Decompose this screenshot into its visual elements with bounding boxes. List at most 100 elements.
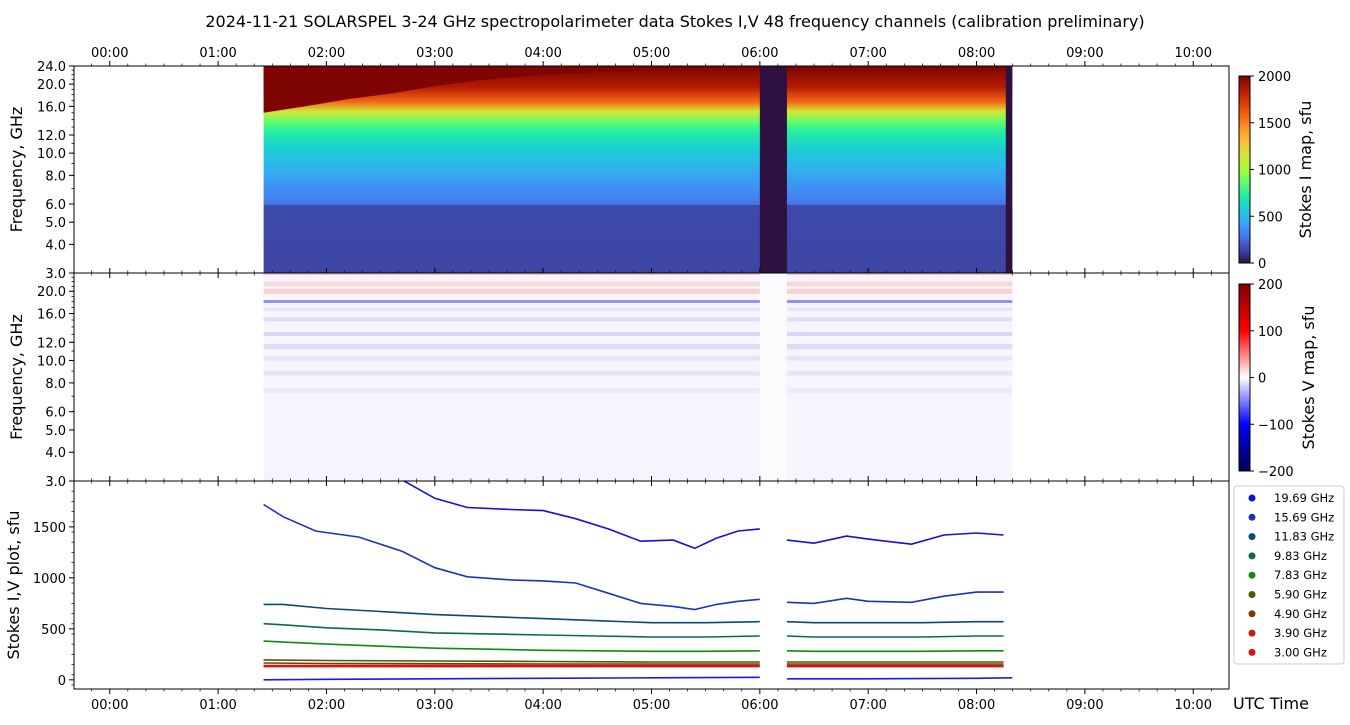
y-tick-label: 16.0	[37, 100, 66, 115]
series-line	[263, 659, 760, 663]
stokes-i-colorbar-label: Stokes I map, sfu	[1296, 101, 1315, 239]
legend-box	[1233, 485, 1345, 665]
stokes-i-map-panel: 24.0 20.0 16.0 12.0 10.0 8.0 6.0 5.0 4.0 3.0 00:0…	[7, 46, 1230, 282]
series-line	[263, 640, 760, 653]
stokes-iv-y-axis-label: Stokes I,V plot, sfu	[4, 511, 23, 660]
x-tick-label: 02:00	[308, 698, 345, 713]
series-line	[786, 649, 1004, 653]
colorbar-tick-label: 1500	[1258, 117, 1291, 132]
legend-marker	[1248, 629, 1256, 637]
x-tick-label: 05:00	[633, 46, 670, 61]
series-line	[786, 635, 1004, 638]
stokes-v-band	[263, 317, 1013, 322]
x-tick-label: 07:00	[849, 46, 886, 61]
stokes-v-band	[263, 371, 1013, 376]
legend-label: 15.69 GHz	[1274, 510, 1334, 524]
stokes-v-map-panel: 20.0 16.0 12.0 10.0 8.0 6.0 5.0 4.0 3.0 Frequenc…	[7, 268, 1230, 490]
x-tick-label: 07:00	[849, 698, 886, 713]
series-line	[786, 532, 1004, 546]
stokes-v-band	[263, 388, 1013, 394]
legend: 19.69 GHz 15.69 GHz 11.83 GHz 9.83 GHz 7.83 …	[1233, 485, 1345, 665]
stokes-i-x-ticks: 00:00 01:00 02:00 03:00 04:00 05:00 06:00 07:00…	[91, 46, 1212, 278]
legend-marker	[1248, 591, 1256, 598]
series-line	[263, 662, 760, 665]
legend-marker	[1248, 648, 1256, 656]
x-axis-label: UTC Time	[1233, 694, 1309, 713]
legend-label: 4.90 GHz	[1274, 607, 1327, 621]
stokes-v-band	[263, 332, 1013, 336]
stokes-v-band	[263, 281, 1013, 287]
y-tick-label: 10.0	[37, 147, 66, 162]
legend-label: 9.83 GHz	[1274, 549, 1327, 563]
legend-marker	[1248, 552, 1256, 560]
y-tick-label: 16.0	[37, 308, 66, 323]
series-line	[786, 677, 1013, 680]
legend-marker	[1248, 494, 1256, 502]
y-tick-label: 8.0	[45, 169, 66, 184]
stokes-v-band	[263, 273, 1013, 276]
series-line	[786, 620, 1004, 624]
stokes-v-band	[263, 355, 1013, 361]
y-tick-label: 5.0	[45, 216, 66, 231]
stokes-v-colorbar: 200 100 0 −100 −200 Stokes V map, sfu	[1238, 278, 1318, 480]
y-tick-label: 12.0	[37, 336, 66, 351]
stokes-i-spectrogram	[263, 66, 1013, 273]
y-tick-label: 0	[58, 674, 66, 689]
x-tick-label: 10:00	[1175, 46, 1212, 61]
x-tick-label: 08:00	[958, 698, 995, 713]
legend-marker	[1248, 610, 1256, 618]
legend-marker	[1248, 533, 1256, 541]
stokes-iv-y-ticks: 1500 1000 500 0	[33, 490, 74, 689]
y-tick-label: 1000	[33, 572, 66, 587]
series-line	[786, 591, 1004, 605]
colorbar-tick-label: −100	[1258, 418, 1294, 433]
colorbar-tick-label: 2000	[1258, 70, 1291, 85]
series-line	[263, 503, 760, 611]
y-tick-label: 4.0	[45, 446, 66, 461]
stokes-v-bands	[263, 273, 1013, 394]
stokes-v-spectrogram	[263, 273, 1013, 481]
stokes-i-data-gap	[1005, 66, 1013, 273]
x-tick-label: 00:00	[91, 698, 128, 713]
y-tick-label: 5.0	[45, 424, 66, 439]
x-tick-label: 06:00	[741, 46, 778, 61]
stokes-iv-frame	[73, 480, 1230, 690]
legend-marker	[1248, 571, 1256, 579]
stokes-i-y-axis-label: Frequency, GHz	[7, 107, 26, 233]
x-tick-label: 03:00	[416, 46, 453, 61]
stokes-v-band	[263, 307, 1013, 312]
stokes-i-data-gap	[759, 66, 787, 273]
stokes-i-colorbar-gradient	[1238, 75, 1251, 264]
legend-items: 19.69 GHz 15.69 GHz 11.83 GHz 9.83 GHz 7.83 …	[1248, 491, 1334, 659]
y-tick-label: 10.0	[37, 355, 66, 370]
legend-label: 3.90 GHz	[1274, 626, 1327, 640]
stokes-i-saturation-region	[263, 66, 760, 113]
x-tick-label: 08:00	[958, 46, 995, 61]
x-tick-label: 02:00	[308, 46, 345, 61]
series-line	[402, 481, 760, 550]
stokes-v-colorbar-gradient	[1238, 283, 1251, 472]
series-line	[263, 603, 760, 624]
x-tick-label: 10:00	[1175, 698, 1212, 713]
colorbar-tick-label: 1000	[1258, 164, 1291, 179]
x-tick-label: 01:00	[199, 698, 236, 713]
y-tick-label: 1500	[33, 521, 66, 536]
x-tick-label: 05:00	[633, 698, 670, 713]
chart-title: 2024-11-21 SOLARSPEL 3-24 GHz spectropol…	[205, 12, 1144, 31]
y-tick-label: 12.0	[37, 129, 66, 144]
x-tick-label: 00:00	[91, 46, 128, 61]
x-tick-label: 09:00	[1066, 46, 1103, 61]
stokes-iv-series-lines	[263, 481, 1013, 681]
y-tick-label: 20.0	[37, 285, 66, 300]
stokes-v-band	[263, 288, 1013, 294]
colorbar-tick-label: 500	[1258, 210, 1283, 225]
stokes-v-data-gap	[759, 273, 787, 481]
y-tick-label: 3.0	[45, 267, 66, 282]
x-tick-label: 01:00	[199, 46, 236, 61]
stokes-v-y-axis-label: Frequency, GHz	[7, 314, 26, 440]
y-tick-label: 24.0	[37, 60, 66, 75]
stokes-v-colorbar-ticks: 200 100 0 −100 −200	[1250, 278, 1294, 480]
y-tick-label: 6.0	[45, 406, 66, 421]
legend-label: 7.83 GHz	[1274, 568, 1327, 582]
